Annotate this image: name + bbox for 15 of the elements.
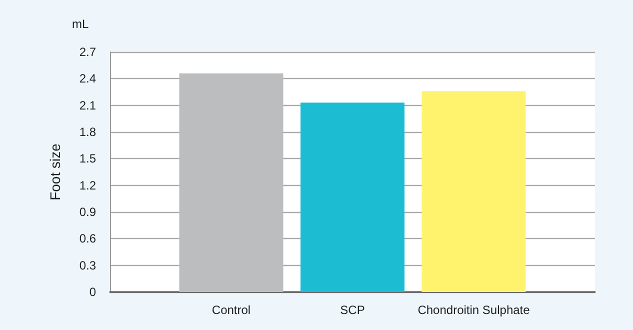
- y-tick-label: 0.6: [79, 232, 96, 246]
- y-tick-label: 1.2: [79, 178, 96, 192]
- x-tick-label: Control: [212, 303, 251, 317]
- x-tick-label: SCP: [340, 303, 365, 317]
- y-tick-label: 0: [89, 285, 96, 299]
- x-tick-label: Chondroitin Sulphate: [418, 303, 530, 317]
- y-tick-label: 2.4: [79, 72, 96, 86]
- text: mL: [72, 17, 89, 31]
- y-tick-label: 2.7: [79, 45, 96, 59]
- y-axis-title: Foot size: [47, 143, 63, 200]
- y-tick-label: 1.8: [79, 125, 96, 139]
- y-tick-label: 0.9: [79, 205, 96, 219]
- y-tick-label: 2.1: [79, 98, 96, 112]
- y-tick-label: 1.5: [79, 152, 96, 166]
- y-tick-label: 0.3: [79, 258, 96, 272]
